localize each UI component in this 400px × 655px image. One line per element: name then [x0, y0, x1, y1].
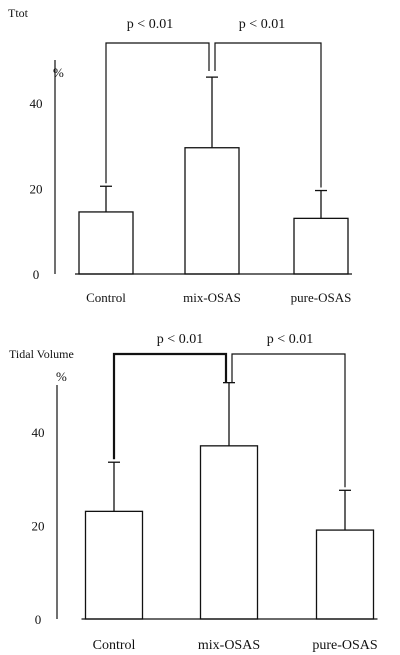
- p-value-label: p < 0.01: [267, 332, 313, 347]
- significance-bracket: [214, 42, 322, 188]
- x-category-label: pure-OSAS: [291, 290, 352, 305]
- chart-panel-1: Ttot% 0 20 40 Control mix-OSAS pure-OSAS p < 0.…: [8, 6, 352, 305]
- bar-control: [84, 510, 144, 620]
- p-value-label: p < 0.01: [157, 332, 203, 347]
- bar-mix-osas: [199, 445, 259, 620]
- chart-title: Tidal Volume: [9, 347, 74, 361]
- significance-bracket: [105, 42, 210, 184]
- x-category-label: mix-OSAS: [183, 290, 241, 305]
- significance-bracket: [112, 352, 228, 460]
- y-tick-label: 0: [35, 612, 42, 627]
- chart-title: Ttot: [8, 6, 29, 20]
- bar-pure-osas: [293, 217, 349, 275]
- y-tick-label: 0: [33, 267, 40, 282]
- significance-bracket: [231, 353, 346, 488]
- bar-pure-osas: [315, 529, 375, 620]
- chart-panel-2: Tidal Volume% 0 20 40 Control mix-OSAS pure-OS…: [9, 332, 378, 653]
- y-tick-label: 40: [32, 425, 45, 440]
- y-axis-unit-label: %: [53, 65, 64, 80]
- y-tick-label: 20: [30, 181, 43, 196]
- x-category-label: Control: [93, 638, 136, 653]
- p-value-label: p < 0.01: [127, 17, 173, 32]
- x-category-label: Control: [86, 290, 126, 305]
- bar-control: [78, 211, 134, 275]
- p-value-label: p < 0.01: [239, 17, 285, 32]
- bar-mix-osas: [184, 147, 240, 275]
- y-tick-label: 40: [30, 96, 43, 111]
- y-axis-unit-label: %: [56, 369, 67, 384]
- x-category-label: pure-OSAS: [312, 638, 377, 653]
- x-category-label: mix-OSAS: [198, 638, 260, 653]
- y-tick-label: 20: [32, 518, 45, 533]
